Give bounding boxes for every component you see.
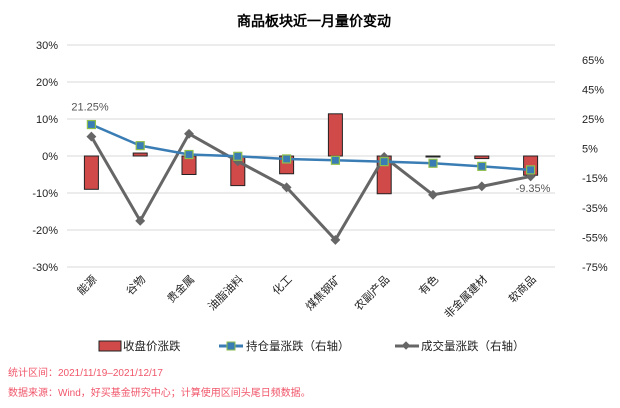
point-volume: [86, 131, 97, 142]
legend-label-oi: 持仓量涨跌（右轴）: [246, 339, 350, 353]
category-label: 化工: [269, 272, 294, 297]
bar-close-change: [474, 155, 490, 160]
left-axis-tick-label: -20%: [32, 225, 58, 237]
legend-bar-swatch: [98, 340, 122, 352]
right-axis-tick-label: -35%: [582, 203, 608, 215]
left-axis-tick-label: -30%: [32, 262, 58, 274]
legend-label-close: 收盘价涨跌: [123, 339, 181, 353]
line-volume: [90, 131, 531, 243]
category-label: 有色: [416, 272, 441, 297]
right-axis-tick-label: 45%: [582, 84, 604, 96]
point-open-interest: [477, 161, 487, 171]
right-axis-tick-label: 65%: [582, 55, 604, 67]
category-label: 谷物: [123, 272, 148, 297]
point-open-interest: [330, 155, 340, 165]
category-label: 能源: [74, 272, 99, 297]
point-volume: [281, 182, 292, 193]
legend-diamond-marker-icon: [401, 341, 411, 350]
bar-close-change: [327, 113, 343, 157]
bar-close-change: [132, 152, 148, 157]
left-axis-tick-label: -10%: [32, 188, 58, 200]
data-label-last: -9.35%: [516, 183, 551, 195]
point-open-interest: [282, 154, 292, 164]
left-axis-tick-label: 30%: [36, 40, 58, 52]
point-open-interest: [379, 157, 389, 167]
category-label: 软商品: [505, 272, 538, 305]
right-axis-tick-label: -15%: [582, 173, 608, 185]
point-volume: [135, 215, 146, 226]
point-volume: [330, 234, 341, 245]
legend-square-marker-icon: [226, 341, 236, 351]
point-open-interest: [86, 119, 97, 130]
point-open-interest: [525, 165, 536, 175]
note-source: 数据来源：Wind，好买基金研究中心；计算使用区间头尾日频数据。: [8, 388, 311, 399]
category-label: 农副产品: [351, 272, 392, 313]
legend-label-volume: 成交量涨跌（右轴）: [421, 339, 525, 353]
point-open-interest: [184, 149, 194, 160]
right-axis-tick-label: 5%: [582, 144, 598, 156]
point-open-interest: [135, 141, 145, 151]
category-label: 贵金属: [164, 272, 197, 305]
left-axis-tick-label: 20%: [36, 77, 58, 89]
category-label: 煤焦钢矿: [303, 273, 343, 313]
point-open-interest: [428, 158, 438, 168]
left-axis-tick-label: 0%: [42, 151, 58, 163]
chart-title: 商品板块近一月量价变动: [237, 13, 391, 30]
point-volume: [476, 181, 487, 192]
bar-close-change: [83, 155, 99, 190]
note-period: 统计区间：2021/11/19–2021/12/17: [8, 368, 163, 379]
left-axis-tick-label: 10%: [36, 114, 58, 126]
category-label: 非金属建材: [441, 272, 490, 321]
right-axis-tick-label: 25%: [582, 114, 604, 126]
point-open-interest: [233, 151, 243, 161]
right-axis-tick-label: -75%: [582, 262, 608, 274]
right-axis-tick-label: -55%: [582, 232, 608, 244]
line-open-interest: [90, 123, 531, 172]
category-label: 油脂油料: [205, 272, 246, 313]
legend: 收盘价涨跌 持仓量涨跌（右轴） 成交量涨跌（右轴）: [98, 339, 525, 353]
point-volume: [184, 128, 194, 139]
point-volume: [428, 189, 438, 200]
data-label-first: 21.25%: [71, 102, 109, 114]
bar-close-change: [425, 155, 441, 158]
